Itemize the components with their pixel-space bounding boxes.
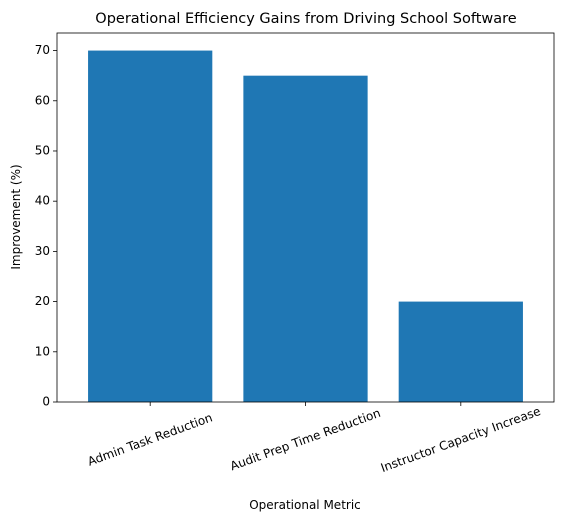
bar-instructor-capacity-increase (398, 301, 523, 402)
y-tick-label: 40 (35, 194, 50, 208)
y-tick-label: 10 (35, 344, 50, 358)
y-axis-label: Improvement (%) (9, 164, 23, 269)
bar-audit-prep-time-reduction (243, 75, 368, 403)
y-tick-label: 60 (35, 93, 50, 107)
y-axis: 0 10 20 30 40 50 60 70 (35, 43, 57, 409)
y-tick-label: 0 (42, 395, 50, 409)
y-tick-label: 30 (35, 244, 50, 258)
y-tick-label: 50 (35, 143, 50, 157)
x-axis: Admin Task Reduction Audit Prep Time Redu… (86, 402, 543, 475)
chart-title: Operational Efficiency Gains from Drivin… (95, 11, 517, 27)
bars-group (88, 50, 523, 403)
x-tick-label: Admin Task Reduction (86, 410, 215, 468)
bar-admin-task-reduction (88, 50, 213, 402)
plot-frame (56, 32, 555, 403)
y-tick-label: 70 (35, 43, 50, 57)
x-tick-label: Instructor Capacity Increase (379, 404, 543, 475)
x-axis-label: Operational Metric (249, 498, 361, 512)
x-tick-label: Audit Prep Time Reduction (228, 406, 382, 474)
y-tick-label: 20 (35, 294, 50, 308)
